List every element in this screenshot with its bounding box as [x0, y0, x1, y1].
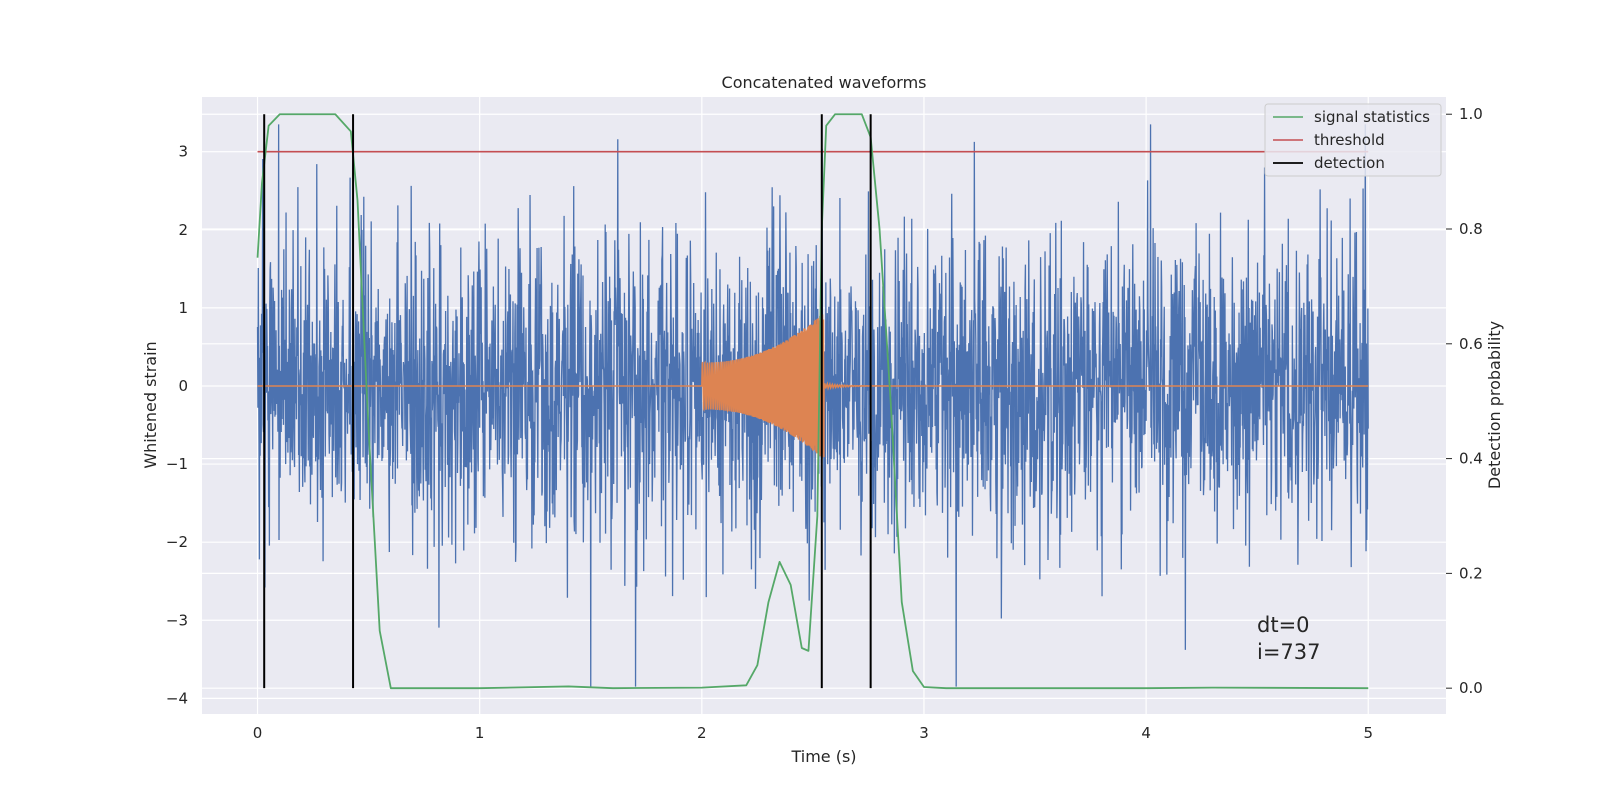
y-tick-label-2: 1 [178, 299, 188, 317]
y-axis-ticks: 3 2 1 0 −1 −2 −3 −4 [166, 143, 188, 708]
y-tick-label-5: −2 [166, 533, 188, 551]
legend-frame [1264, 103, 1442, 177]
signal-statistics-series [256, 113, 1369, 690]
legend: signal statistics threshold detection [1264, 103, 1442, 177]
y2-tick-label-5: 0.0 [1459, 679, 1483, 697]
y2-tick-label-4: 0.2 [1459, 564, 1483, 582]
legend-label-detection: detection [1314, 154, 1385, 172]
injection-series [257, 314, 1369, 459]
y2-axis-label: Detection probability [1485, 321, 1504, 489]
y-tick-label-3: 0 [178, 377, 188, 395]
legend-label-signal-statistics: signal statistics [1314, 108, 1430, 126]
annotation-dt: dt=0 [1257, 613, 1310, 637]
y2-tick-label-0: 1.0 [1459, 105, 1483, 123]
detection-series [263, 114, 872, 689]
x-tick-label-0: 0 [253, 724, 263, 742]
strain-line [256, 124, 1369, 687]
signal-statistics-line [256, 113, 1369, 690]
y-tick-label-7: −4 [166, 689, 188, 707]
y-tick-label-0: 3 [178, 143, 188, 161]
chart-title: Concatenated waveforms [722, 73, 927, 92]
x-tick-label-1: 1 [475, 724, 485, 742]
strain-series [256, 124, 1369, 687]
y2-tick-label-1: 0.8 [1459, 220, 1483, 238]
injection-line [257, 314, 1369, 459]
x-tick-label-3: 3 [919, 724, 929, 742]
x-axis-ticks: 0 1 2 3 4 5 [253, 724, 1373, 742]
y2-tick-label-2: 0.6 [1459, 335, 1483, 353]
x-tick-label-5: 5 [1363, 724, 1373, 742]
legend-label-threshold: threshold [1314, 131, 1385, 149]
y2-axis-ticks: 1.0 0.8 0.6 0.4 0.2 0.0 [1446, 105, 1483, 697]
y-tick-label-4: −1 [166, 455, 188, 473]
x-tick-label-4: 4 [1141, 724, 1151, 742]
y-axis-label: Whitened strain [141, 341, 160, 468]
y-tick-label-6: −3 [166, 611, 188, 629]
x-axis-label: Time (s) [790, 747, 856, 766]
y-tick-label-1: 2 [178, 221, 188, 239]
y2-tick-label-3: 0.4 [1459, 450, 1483, 468]
x-tick-label-2: 2 [697, 724, 707, 742]
annotation-i: i=737 [1257, 640, 1321, 664]
